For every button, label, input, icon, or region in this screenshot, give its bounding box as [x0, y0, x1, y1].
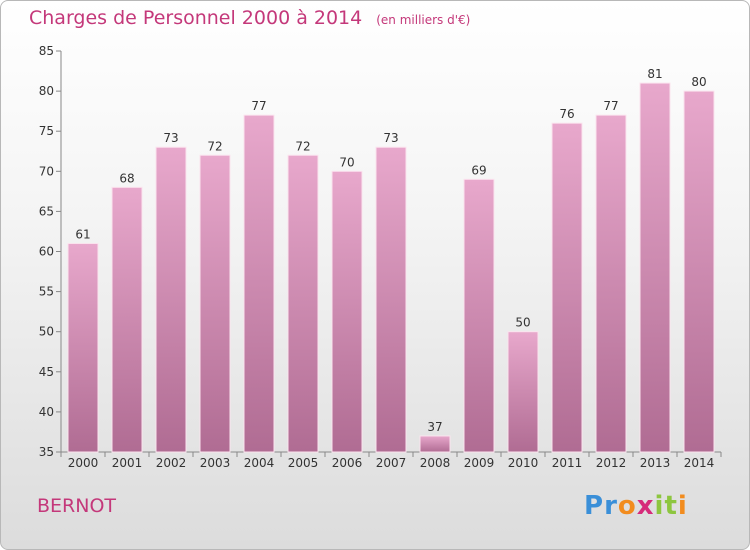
- bar: [199, 154, 231, 453]
- x-tick-label: 2003: [200, 456, 231, 470]
- bar-value-label: 73: [383, 131, 398, 145]
- y-tick-label: 35: [39, 445, 54, 459]
- place-name: BERNOT: [37, 495, 117, 517]
- bar-value-label: 72: [295, 139, 310, 153]
- y-tick-label: 75: [39, 124, 54, 138]
- proxiti-logo: Proxiti: [584, 491, 688, 521]
- bar-value-label: 70: [339, 155, 354, 169]
- y-tick-label: 70: [39, 164, 54, 178]
- logo-letter: o: [617, 491, 637, 521]
- x-tick-label: 2001: [112, 456, 143, 470]
- bar: [67, 242, 99, 453]
- bar: [375, 146, 407, 453]
- logo-letter: i: [654, 491, 665, 521]
- x-tick-label: 2006: [332, 456, 363, 470]
- bar-value-label: 37: [427, 420, 442, 434]
- bar: [155, 146, 187, 453]
- logo-letter: x: [636, 491, 655, 521]
- y-tick-label: 45: [39, 365, 54, 379]
- x-tick-label: 2009: [464, 456, 495, 470]
- bar: [287, 154, 319, 453]
- bar-value-label: 77: [603, 99, 618, 113]
- x-tick-label: 2011: [552, 456, 583, 470]
- logo-letter: r: [604, 491, 618, 521]
- bar-value-label: 69: [471, 163, 486, 177]
- bar: [639, 82, 671, 453]
- y-tick-label: 55: [39, 285, 54, 299]
- chart-subtitle: (en milliers d'€): [376, 13, 471, 27]
- y-tick-label: 65: [39, 204, 54, 218]
- y-tick-label: 85: [39, 44, 54, 58]
- y-tick-label: 50: [39, 325, 54, 339]
- x-tick-label: 2007: [376, 456, 407, 470]
- bar-value-label: 76: [559, 107, 574, 121]
- x-tick-label: 2008: [420, 456, 451, 470]
- bar-value-label: 81: [647, 67, 662, 81]
- bar-value-label: 73: [163, 131, 178, 145]
- bar: [683, 90, 715, 453]
- bar: [463, 178, 495, 453]
- logo-letter: i: [677, 491, 688, 521]
- x-tick-label: 2002: [156, 456, 187, 470]
- x-tick-label: 2013: [640, 456, 671, 470]
- bar-value-label: 68: [119, 171, 134, 185]
- bar-value-label: 77: [251, 99, 266, 113]
- bar-value-label: 50: [515, 316, 530, 330]
- bar: [551, 122, 583, 453]
- bar: [111, 186, 143, 453]
- x-tick-label: 2004: [244, 456, 275, 470]
- x-tick-label: 2005: [288, 456, 319, 470]
- bar-value-label: 61: [75, 227, 90, 241]
- y-tick-label: 40: [39, 405, 54, 419]
- bar-value-label: 72: [207, 139, 222, 153]
- chart-title-text: Charges de Personnel 2000 à 2014: [29, 7, 363, 29]
- logo-letter: P: [584, 491, 605, 521]
- bar-value-label: 80: [691, 75, 706, 89]
- x-tick-label: 2014: [684, 456, 715, 470]
- x-tick-label: 2012: [596, 456, 627, 470]
- bar: [595, 114, 627, 453]
- logo-letter: t: [664, 491, 678, 521]
- y-tick-label: 80: [39, 84, 54, 98]
- bar: [243, 114, 275, 453]
- x-tick-label: 2010: [508, 456, 539, 470]
- bar: [507, 331, 539, 453]
- x-tick-label: 2000: [68, 456, 99, 470]
- bar: [419, 435, 451, 453]
- chart-title: Charges de Personnel 2000 à 2014 (en mill…: [29, 7, 470, 29]
- bar: [331, 170, 363, 453]
- y-tick-label: 60: [39, 245, 54, 259]
